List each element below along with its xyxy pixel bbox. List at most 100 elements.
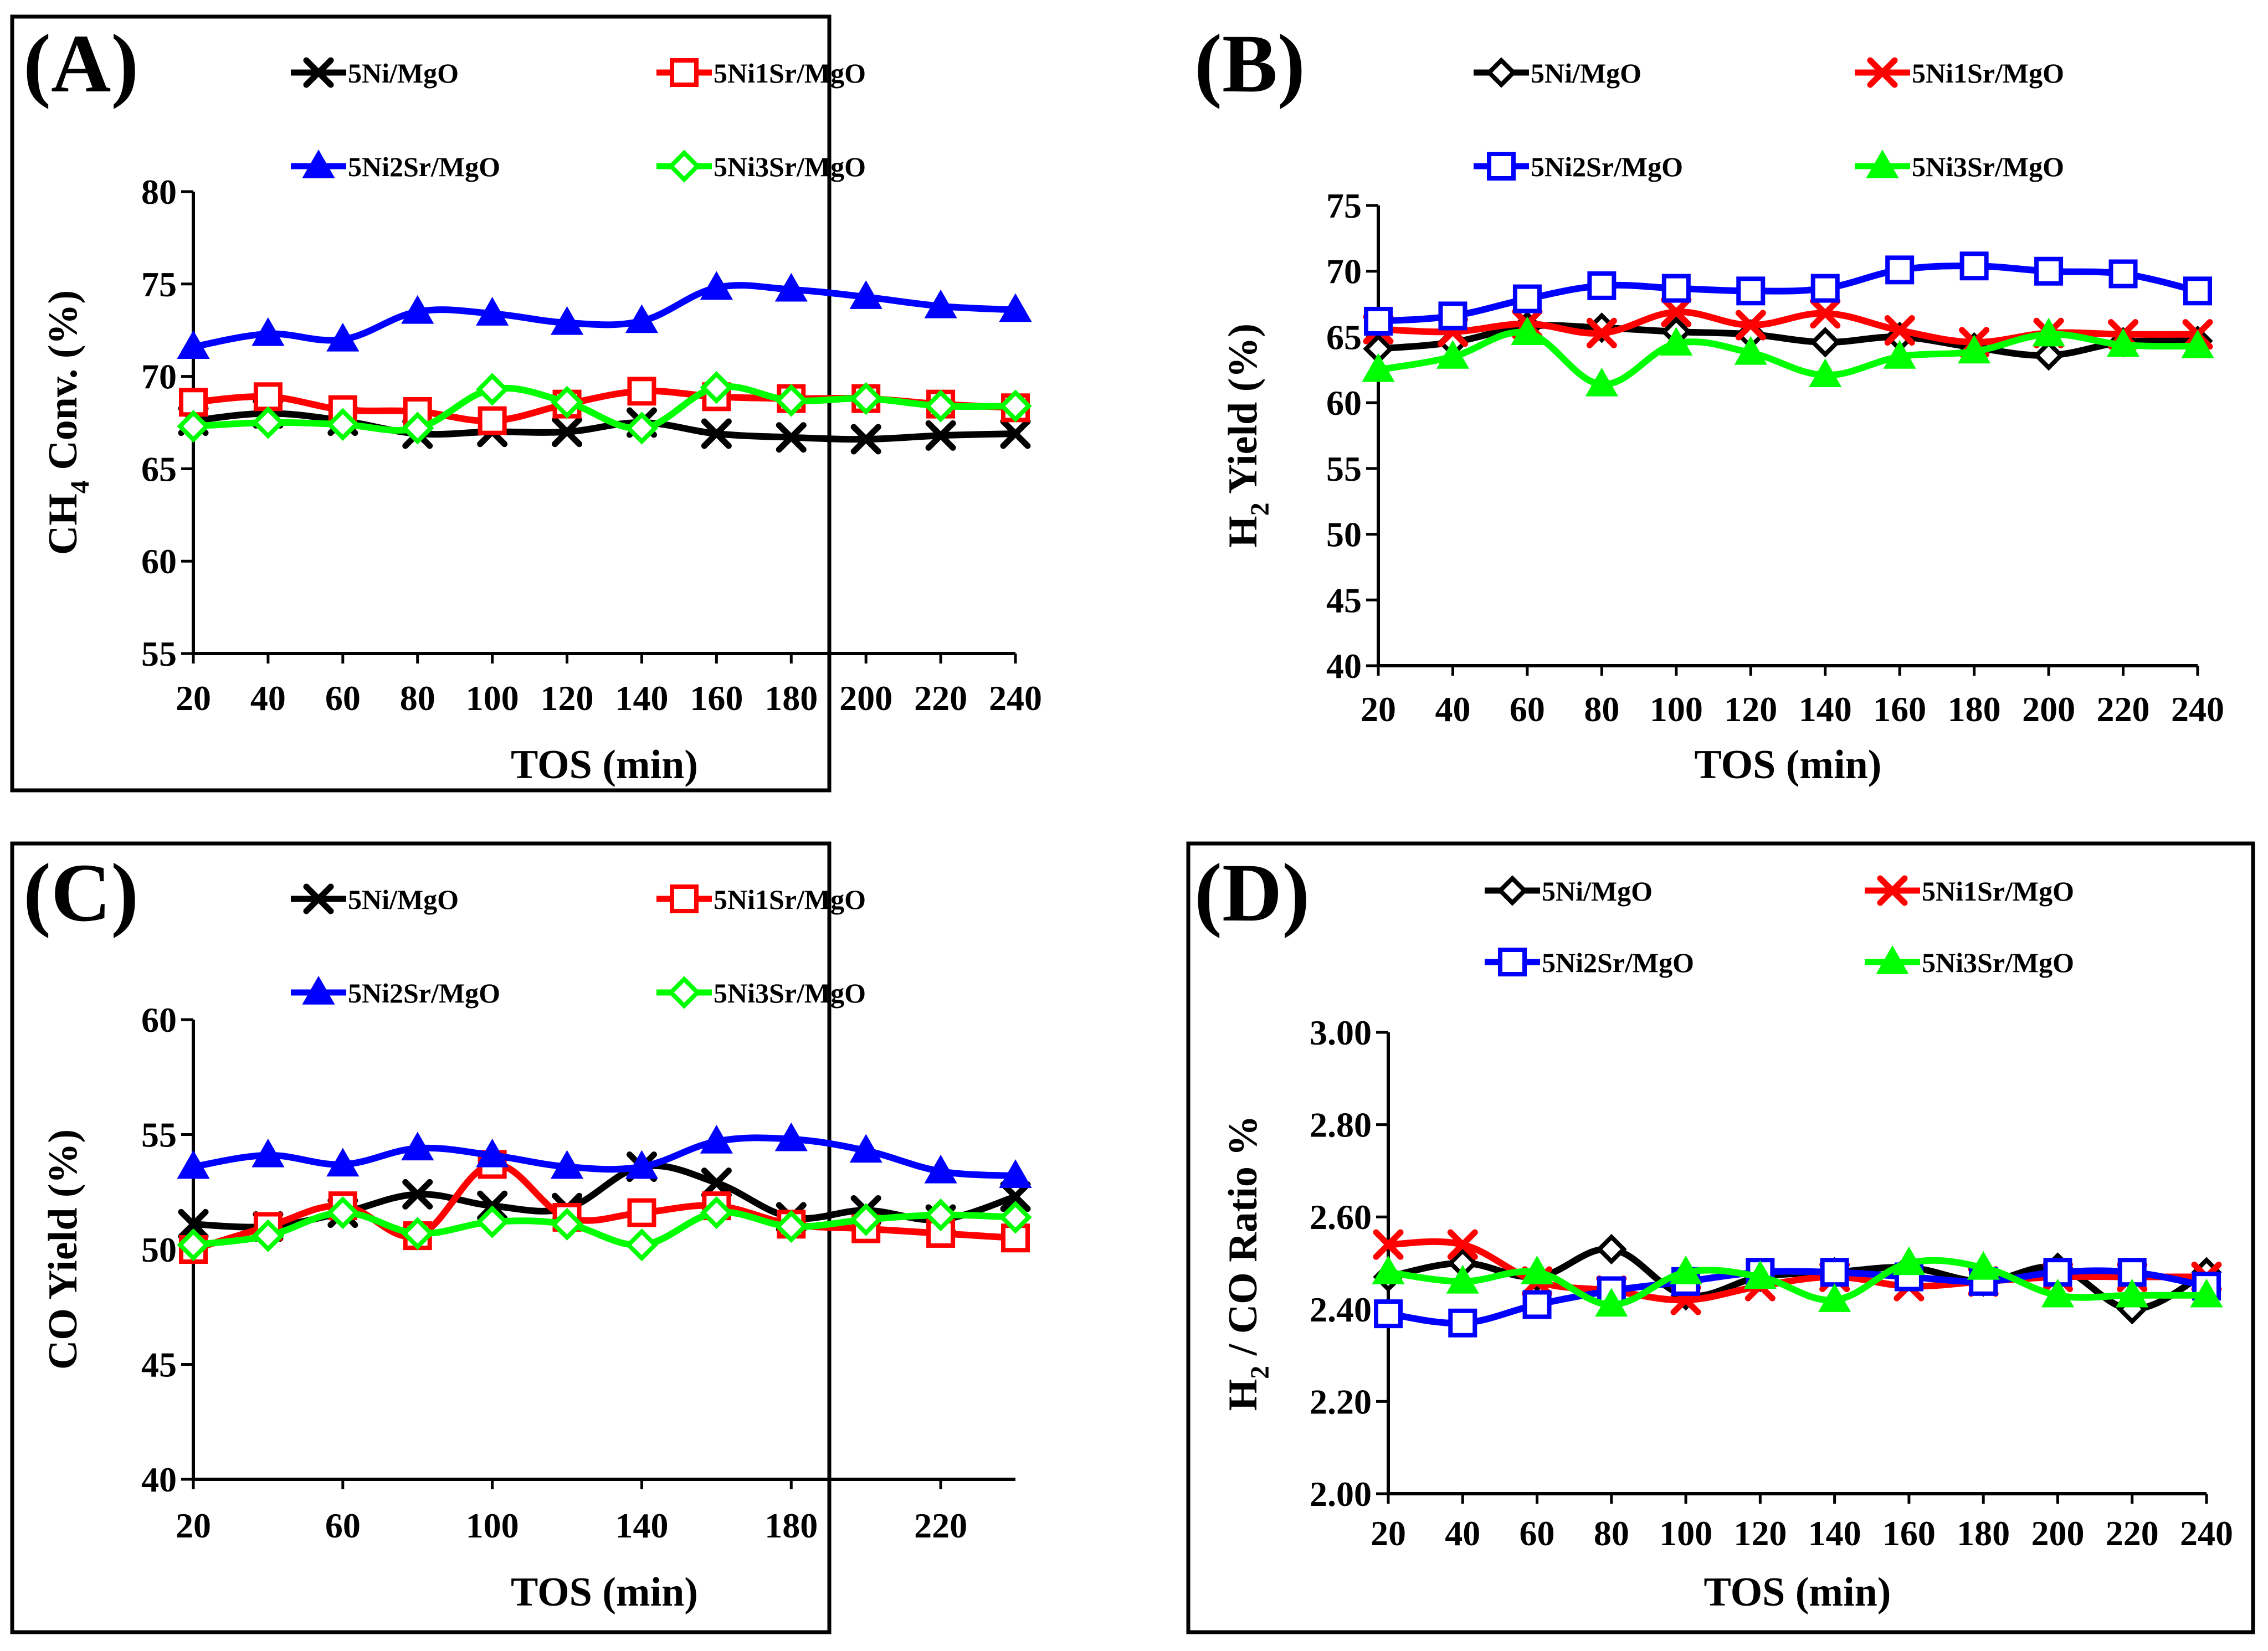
legend-marker (1867, 57, 1898, 88)
x-tick-label: 80 (1594, 1514, 1629, 1553)
data-point (252, 1138, 285, 1167)
x-tick-label: 160 (1882, 1514, 1936, 1553)
x-tick-label: 220 (2106, 1514, 2159, 1553)
x-tick-label: 100 (466, 1506, 519, 1545)
x-tick-label: 40 (1445, 1514, 1480, 1553)
chart-panel-1: 40 45 50 55 60 65 70 75 20 40 60 80 100 120 140 160 180 2… (1194, 18, 2224, 788)
data-point (924, 1199, 957, 1232)
data-point (1447, 1229, 1478, 1260)
data-point (849, 280, 882, 309)
data-point (177, 410, 210, 443)
y-axis-title: H2 / CO Ratio % (1220, 1115, 1275, 1411)
x-tick-label: 200 (2022, 690, 2075, 729)
data-point (1520, 1256, 1554, 1284)
x-tick-label: 120 (541, 678, 594, 718)
data-point (2116, 1278, 2149, 1308)
y-tick-label: 75 (1326, 186, 1362, 225)
series-5Ni2Sr/MgO (177, 1122, 1032, 1188)
data-point (1818, 1283, 1851, 1312)
data-point (1595, 1288, 1628, 1317)
data-point (849, 1134, 882, 1163)
x-tick-label: 220 (2097, 690, 2150, 729)
series-5Ni3Sr/MgO (1362, 316, 2214, 397)
legend-marker (1487, 152, 1516, 181)
legend-entry: 5Ni1Sr/MgO (656, 58, 866, 89)
data-point (1736, 276, 1766, 306)
data-point (1661, 296, 1692, 327)
legend-marker (670, 884, 699, 913)
legend-marker (303, 883, 334, 914)
x-tick-label: 180 (1948, 690, 2001, 729)
y-tick-label: 40 (141, 1460, 177, 1499)
data-point (625, 304, 659, 333)
legend-marker (303, 57, 334, 88)
data-point (178, 1208, 209, 1239)
data-point (2183, 276, 2212, 306)
x-tick-label: 20 (176, 1506, 211, 1545)
data-point (627, 1198, 656, 1227)
data-point (924, 289, 957, 318)
data-point (326, 322, 360, 352)
x-tick-label: 180 (764, 1506, 818, 1545)
data-point (326, 408, 360, 441)
x-axis-title: TOS (min) (511, 1570, 698, 1615)
chart-panel-0: 55 60 65 70 75 80 20 40 60 80 100 120 140 160 180 200 22… (10, 14, 1042, 793)
legend-label: 5Ni3Sr/MgO (1912, 151, 2064, 182)
y-tick-label: 50 (1326, 515, 1362, 554)
data-point (1885, 255, 1915, 285)
data-point (849, 382, 882, 415)
x-tick-label: 40 (250, 678, 286, 718)
data-point (999, 1201, 1032, 1234)
data-point (1958, 335, 1991, 364)
y-tick-label: 80 (141, 172, 177, 212)
legend-label: 5Ni1Sr/MgO (714, 58, 866, 89)
data-point (1810, 298, 1841, 329)
x-tick-label: 140 (615, 678, 668, 718)
legend-entry: 5Ni2Sr/MgO (291, 149, 500, 182)
y-tick-label: 2.00 (1310, 1474, 1372, 1514)
data-point (1661, 274, 1691, 303)
y-tick-label: 55 (141, 1115, 177, 1155)
data-point (1374, 1299, 1403, 1329)
data-point (999, 1159, 1032, 1188)
data-point (701, 418, 732, 449)
series-5Ni3Sr/MgO (177, 371, 1032, 445)
legend-label: 5Ni2Sr/MgO (348, 978, 500, 1009)
y-tick-label: 70 (1326, 252, 1362, 291)
data-point (774, 384, 808, 417)
data-point (177, 330, 210, 359)
legend-entry: 5Ni1Sr/MgO (1855, 57, 2064, 89)
data-point (1883, 340, 1916, 369)
data-point (401, 412, 434, 445)
legend-label: 5Ni/MgO (348, 884, 459, 915)
series-line (1375, 263, 2201, 325)
data-point (476, 297, 509, 326)
data-point (1512, 284, 1542, 313)
y-axis-title: CH4 Conv. (%) (40, 290, 95, 555)
series-line (190, 282, 1019, 351)
x-tick-label: 220 (914, 1506, 967, 1545)
series-5Ni3Sr/MgO (177, 1196, 1032, 1262)
y-axis-title-main: H (1220, 1379, 1266, 1411)
y-tick-label: 3.00 (1310, 1013, 1372, 1052)
y-tick-label: 50 (141, 1230, 177, 1269)
legend-marker (670, 58, 699, 87)
data-point (252, 1219, 285, 1252)
data-point (849, 1203, 882, 1236)
legend-entry: 5Ni1Sr/MgO (656, 884, 866, 915)
data-point (1372, 1256, 1405, 1284)
legend-entry: 5Ni2Sr/MgO (1485, 947, 1694, 978)
data-point (2041, 1278, 2075, 1308)
x-tick-label: 140 (1808, 1514, 1861, 1553)
y-axis-title: H2 Yield (%) (1220, 323, 1275, 548)
data-point (701, 1167, 732, 1199)
data-point (1436, 340, 1470, 369)
legend-label: 5Ni/MgO (348, 58, 459, 89)
data-point (550, 306, 584, 335)
x-tick-label: 180 (1957, 1514, 2010, 1553)
x-tick-label: 40 (1435, 690, 1470, 729)
data-point (1362, 353, 1395, 382)
data-point (1587, 271, 1617, 300)
legend-entry: 5Ni3Sr/MgO (1855, 149, 2064, 182)
